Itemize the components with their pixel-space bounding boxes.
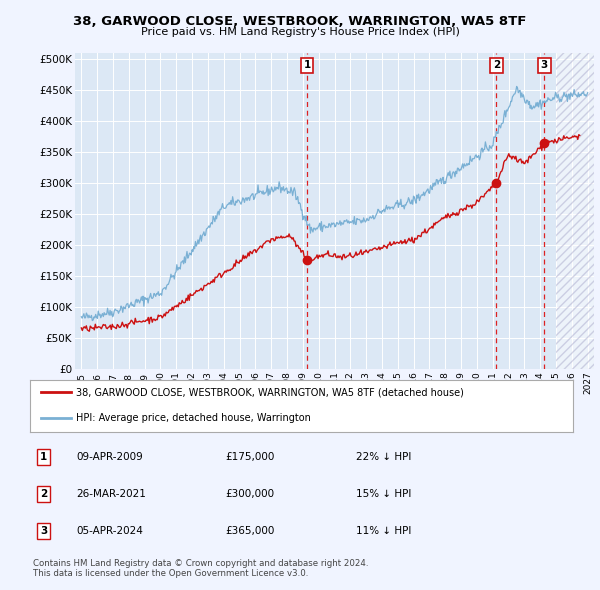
Text: 11% ↓ HPI: 11% ↓ HPI bbox=[356, 526, 411, 536]
Text: Price paid vs. HM Land Registry's House Price Index (HPI): Price paid vs. HM Land Registry's House … bbox=[140, 27, 460, 37]
Text: 26-MAR-2021: 26-MAR-2021 bbox=[76, 489, 146, 499]
Bar bbox=[556, 53, 594, 369]
Text: 1: 1 bbox=[304, 61, 311, 70]
Text: 3: 3 bbox=[40, 526, 47, 536]
Text: HPI: Average price, detached house, Warrington: HPI: Average price, detached house, Warr… bbox=[76, 414, 311, 424]
Text: £365,000: £365,000 bbox=[226, 526, 275, 536]
Text: 22% ↓ HPI: 22% ↓ HPI bbox=[356, 453, 411, 463]
Text: 09-APR-2009: 09-APR-2009 bbox=[76, 453, 143, 463]
Text: 1: 1 bbox=[40, 453, 47, 463]
Text: 3: 3 bbox=[541, 61, 548, 70]
Text: 05-APR-2024: 05-APR-2024 bbox=[76, 526, 143, 536]
Text: 2: 2 bbox=[493, 61, 500, 70]
Text: Contains HM Land Registry data © Crown copyright and database right 2024.
This d: Contains HM Land Registry data © Crown c… bbox=[33, 559, 368, 578]
Text: 2: 2 bbox=[40, 489, 47, 499]
Text: 38, GARWOOD CLOSE, WESTBROOK, WARRINGTON, WA5 8TF (detached house): 38, GARWOOD CLOSE, WESTBROOK, WARRINGTON… bbox=[76, 388, 464, 398]
Text: 38, GARWOOD CLOSE, WESTBROOK, WARRINGTON, WA5 8TF: 38, GARWOOD CLOSE, WESTBROOK, WARRINGTON… bbox=[73, 15, 527, 28]
Text: £300,000: £300,000 bbox=[226, 489, 275, 499]
Text: 15% ↓ HPI: 15% ↓ HPI bbox=[356, 489, 411, 499]
Text: £175,000: £175,000 bbox=[226, 453, 275, 463]
